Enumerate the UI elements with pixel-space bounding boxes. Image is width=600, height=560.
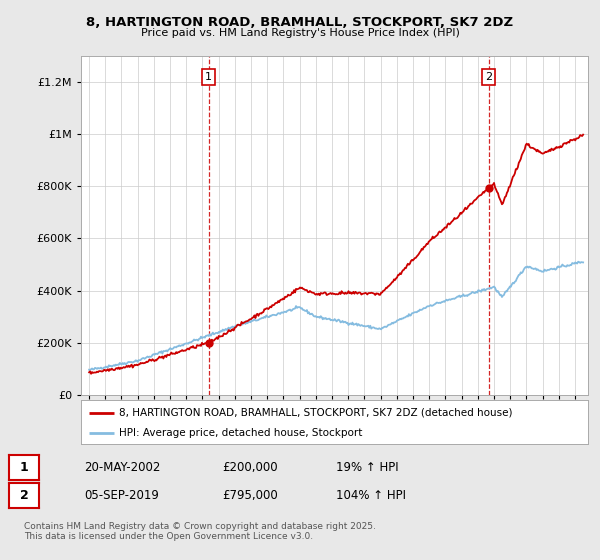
Text: 19% ↑ HPI: 19% ↑ HPI <box>336 461 398 474</box>
Text: Contains HM Land Registry data © Crown copyright and database right 2025.
This d: Contains HM Land Registry data © Crown c… <box>24 522 376 542</box>
Text: 2: 2 <box>485 72 492 82</box>
Text: 8, HARTINGTON ROAD, BRAMHALL, STOCKPORT, SK7 2DZ: 8, HARTINGTON ROAD, BRAMHALL, STOCKPORT,… <box>86 16 514 29</box>
Text: £200,000: £200,000 <box>222 461 278 474</box>
Text: 1: 1 <box>20 461 28 474</box>
Text: £795,000: £795,000 <box>222 489 278 502</box>
Text: Price paid vs. HM Land Registry's House Price Index (HPI): Price paid vs. HM Land Registry's House … <box>140 28 460 38</box>
Text: 05-SEP-2019: 05-SEP-2019 <box>84 489 159 502</box>
Text: 2: 2 <box>20 489 28 502</box>
Text: 20-MAY-2002: 20-MAY-2002 <box>84 461 160 474</box>
Text: 1: 1 <box>205 72 212 82</box>
Text: HPI: Average price, detached house, Stockport: HPI: Average price, detached house, Stoc… <box>119 428 362 438</box>
Text: 8, HARTINGTON ROAD, BRAMHALL, STOCKPORT, SK7 2DZ (detached house): 8, HARTINGTON ROAD, BRAMHALL, STOCKPORT,… <box>119 408 512 418</box>
Text: 104% ↑ HPI: 104% ↑ HPI <box>336 489 406 502</box>
